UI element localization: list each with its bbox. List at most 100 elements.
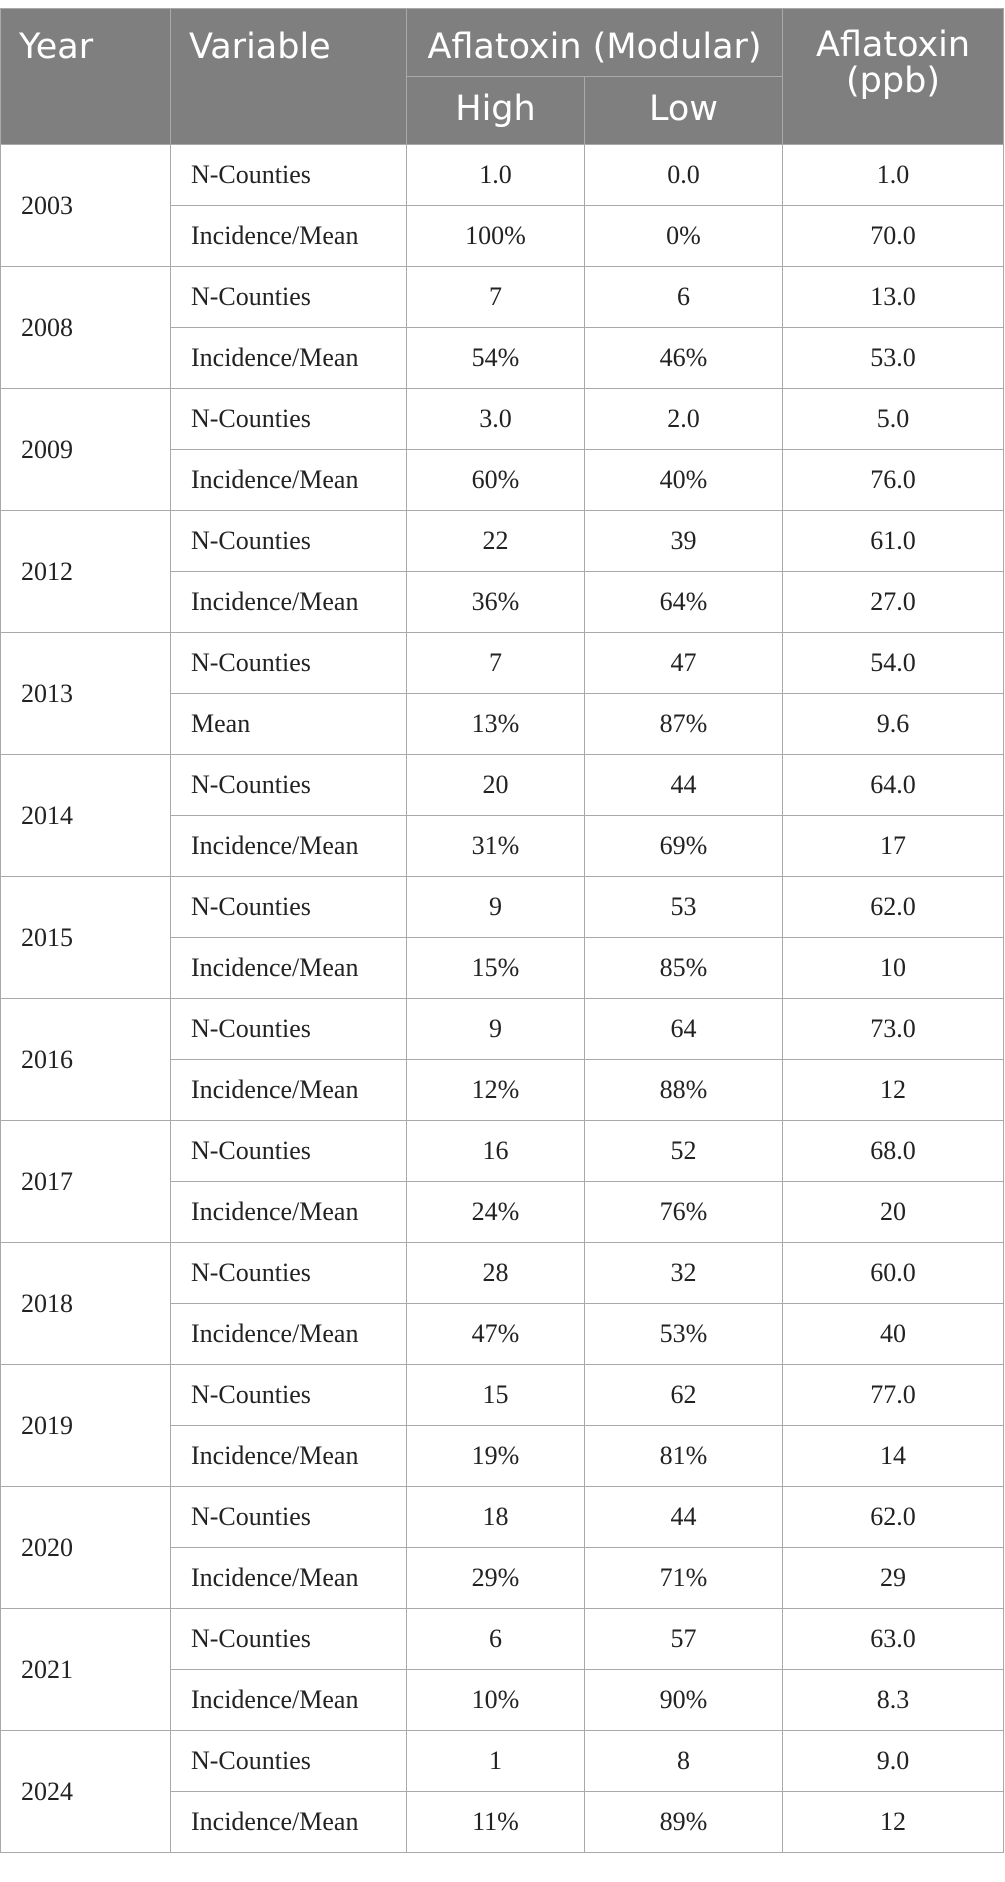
variable-cell: Incidence/Mean bbox=[170, 937, 407, 999]
high-cell: 1.0 bbox=[406, 144, 585, 206]
variable-cell: N-Counties bbox=[170, 1486, 407, 1548]
variable-cell: Incidence/Mean bbox=[170, 1425, 407, 1487]
low-cell: 44 bbox=[584, 754, 783, 816]
high-cell: 22 bbox=[406, 510, 585, 572]
low-cell: 53% bbox=[584, 1303, 783, 1365]
low-cell: 6 bbox=[584, 266, 783, 328]
variable-cell: Incidence/Mean bbox=[170, 1181, 407, 1243]
low-cell: 81% bbox=[584, 1425, 783, 1487]
high-cell: 36% bbox=[406, 571, 585, 633]
variable-cell: N-Counties bbox=[170, 1120, 407, 1182]
low-cell: 39 bbox=[584, 510, 783, 572]
variable-cell: N-Counties bbox=[170, 144, 407, 206]
variable-cell: N-Counties bbox=[170, 1364, 407, 1426]
variable-cell: Incidence/Mean bbox=[170, 1547, 407, 1609]
ppb-cell: 53.0 bbox=[782, 327, 1004, 389]
ppb-cell: 9.0 bbox=[782, 1730, 1004, 1792]
table-row: 2019 N-Counties 15 62 77.0 bbox=[0, 1364, 1004, 1487]
ppb-cell: 70.0 bbox=[782, 205, 1004, 267]
table-row: 2020 N-Counties 18 44 62.0 bbox=[0, 1486, 1004, 1609]
table-row: 2012 N-Counties 22 39 61.0 bbox=[0, 510, 1004, 633]
high-cell: 19% bbox=[406, 1425, 585, 1487]
high-cell: 100% bbox=[406, 205, 585, 267]
high-cell: 15 bbox=[406, 1364, 585, 1426]
table-row: Incidence/Mean 31% 69% 17 bbox=[1, 815, 1004, 877]
header-low: Low bbox=[584, 76, 783, 145]
high-cell: 28 bbox=[406, 1242, 585, 1304]
high-cell: 29% bbox=[406, 1547, 585, 1609]
high-cell: 47% bbox=[406, 1303, 585, 1365]
table-row: Incidence/Mean 60% 40% 76.0 bbox=[1, 449, 1004, 511]
variable-cell: Incidence/Mean bbox=[170, 815, 407, 877]
variable-cell: Mean bbox=[170, 693, 407, 755]
high-cell: 7 bbox=[406, 632, 585, 694]
ppb-cell: 76.0 bbox=[782, 449, 1004, 511]
variable-cell: Incidence/Mean bbox=[170, 327, 407, 389]
ppb-cell: 12 bbox=[782, 1791, 1004, 1853]
table-row: Incidence/Mean 47% 53% 40 bbox=[1, 1303, 1004, 1365]
high-cell: 13% bbox=[406, 693, 585, 755]
low-cell: 0.0 bbox=[584, 144, 783, 206]
low-cell: 52 bbox=[584, 1120, 783, 1182]
ppb-cell: 1.0 bbox=[782, 144, 1004, 206]
low-cell: 90% bbox=[584, 1669, 783, 1731]
low-cell: 0% bbox=[584, 205, 783, 267]
ppb-cell: 64.0 bbox=[782, 754, 1004, 816]
ppb-cell: 73.0 bbox=[782, 998, 1004, 1060]
variable-cell: N-Counties bbox=[170, 510, 407, 572]
ppb-cell: 40 bbox=[782, 1303, 1004, 1365]
table-row: 2017 N-Counties 16 52 68.0 bbox=[0, 1120, 1004, 1243]
low-cell: 44 bbox=[584, 1486, 783, 1548]
table-header: Year Variable Aflatoxin (Modular) Aflato… bbox=[0, 8, 1004, 145]
variable-cell: N-Counties bbox=[170, 998, 407, 1060]
ppb-cell: 9.6 bbox=[782, 693, 1004, 755]
table-row: Incidence/Mean 11% 89% 12 bbox=[1, 1791, 1004, 1853]
year-cell: 2020 bbox=[0, 1486, 171, 1609]
year-cell: 2021 bbox=[0, 1608, 171, 1731]
ppb-cell: 62.0 bbox=[782, 876, 1004, 938]
low-cell: 47 bbox=[584, 632, 783, 694]
low-cell: 85% bbox=[584, 937, 783, 999]
low-cell: 8 bbox=[584, 1730, 783, 1792]
table-row: 2008 N-Counties 7 6 13.0 bbox=[0, 266, 1004, 389]
ppb-cell: 27.0 bbox=[782, 571, 1004, 633]
high-cell: 24% bbox=[406, 1181, 585, 1243]
variable-cell: N-Counties bbox=[170, 1608, 407, 1670]
high-cell: 10% bbox=[406, 1669, 585, 1731]
low-cell: 88% bbox=[584, 1059, 783, 1121]
ppb-cell: 14 bbox=[782, 1425, 1004, 1487]
high-cell: 11% bbox=[406, 1791, 585, 1853]
variable-cell: Incidence/Mean bbox=[170, 205, 407, 267]
high-cell: 6 bbox=[406, 1608, 585, 1670]
variable-cell: N-Counties bbox=[170, 266, 407, 328]
table-body: 2003 N-Counties 1.0 0.0 1.0 Incidence/Mean 100… bbox=[0, 144, 1004, 1853]
year-cell: 2024 bbox=[0, 1730, 171, 1853]
header-high: High bbox=[406, 76, 585, 145]
aflatoxin-table: Year Variable Aflatoxin (Modular) Aflato… bbox=[0, 8, 1004, 1853]
variable-cell: N-Counties bbox=[170, 632, 407, 694]
high-cell: 31% bbox=[406, 815, 585, 877]
low-cell: 62 bbox=[584, 1364, 783, 1426]
variable-cell: Incidence/Mean bbox=[170, 571, 407, 633]
year-cell: 2003 bbox=[0, 144, 171, 267]
ppb-cell: 13.0 bbox=[782, 266, 1004, 328]
low-cell: 69% bbox=[584, 815, 783, 877]
low-cell: 64% bbox=[584, 571, 783, 633]
high-cell: 9 bbox=[406, 876, 585, 938]
variable-cell: N-Counties bbox=[170, 1242, 407, 1304]
table-row: 2018 N-Counties 28 32 60.0 bbox=[0, 1242, 1004, 1365]
low-cell: 40% bbox=[584, 449, 783, 511]
low-cell: 87% bbox=[584, 693, 783, 755]
table-row: 2016 N-Counties 9 64 73.0 bbox=[0, 998, 1004, 1121]
high-cell: 15% bbox=[406, 937, 585, 999]
year-cell: 2017 bbox=[0, 1120, 171, 1243]
ppb-cell: 77.0 bbox=[782, 1364, 1004, 1426]
year-cell: 2015 bbox=[0, 876, 171, 999]
variable-cell: N-Counties bbox=[170, 876, 407, 938]
variable-cell: N-Counties bbox=[170, 754, 407, 816]
header-year: Year bbox=[0, 8, 171, 145]
year-cell: 2012 bbox=[0, 510, 171, 633]
table-row: 2015 N-Counties 9 53 62.0 bbox=[0, 876, 1004, 999]
table-row: Incidence/Mean 24% 76% 20 bbox=[1, 1181, 1004, 1243]
